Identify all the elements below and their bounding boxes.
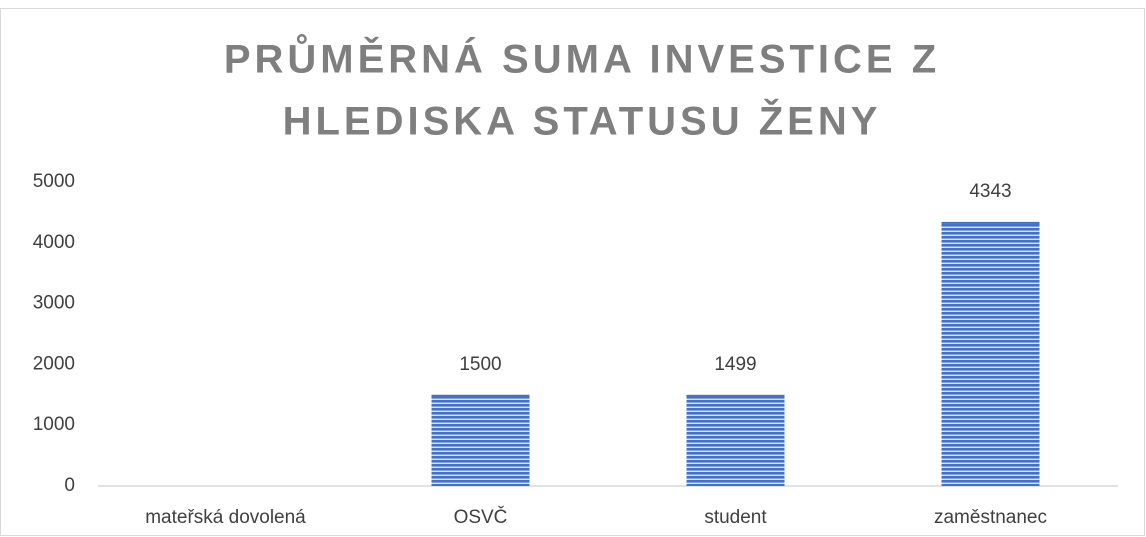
y-tick-label: 5000 [33,171,75,192]
bar-group [941,221,1040,486]
chart-title: HLEDISKA STATUSU ŽENY [283,98,882,144]
bar-group [686,394,785,486]
data-label: 4343 [969,181,1011,202]
data-label: 1500 [459,354,501,375]
y-tick-label: 1000 [33,414,75,435]
chart-title: PRŮMĚRNÁ SUMA INVESTICE Z [224,33,940,82]
x-tick-label: OSVČ [454,506,508,528]
x-tick-label: zaměstnanec [934,507,1047,528]
x-tick-label: mateřská dovolená [145,507,306,528]
y-tick-label: 2000 [33,353,75,374]
x-tick-label: student [704,507,767,528]
bar [431,394,530,486]
y-tick-label: 4000 [33,232,75,253]
bar [941,221,1040,486]
bar-edge [431,394,530,397]
bar [686,394,785,486]
y-tick-label: 3000 [33,293,75,314]
bar-edge [941,221,1040,224]
bar-edge [686,394,785,397]
y-tick-label: 0 [64,475,75,496]
bar-group [431,394,530,486]
data-label: 1499 [714,354,756,375]
